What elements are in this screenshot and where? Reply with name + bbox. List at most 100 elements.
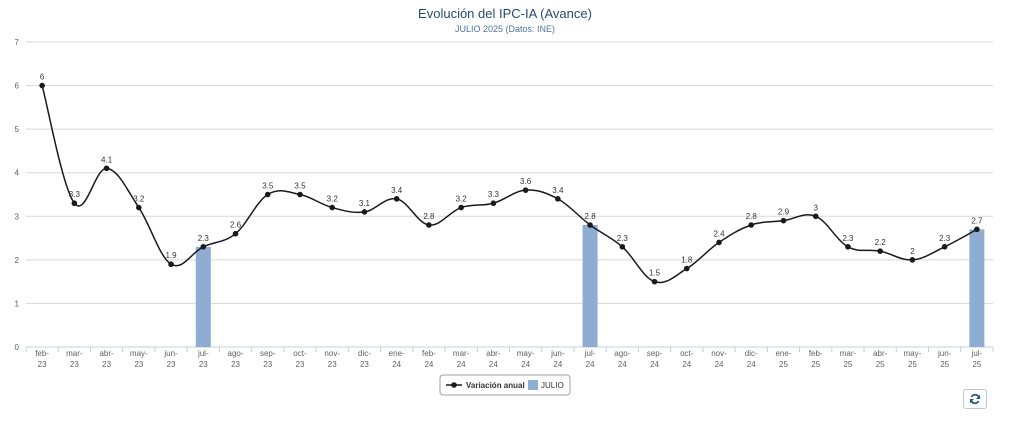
x-tick-label: feb- <box>422 349 436 358</box>
x-tick-label: sep- <box>647 349 663 358</box>
data-point <box>619 243 626 250</box>
data-label: 3.3 <box>69 190 81 199</box>
x-tick-label: 23 <box>231 360 240 369</box>
x-tick-label: 24 <box>715 360 724 369</box>
data-point <box>39 82 45 89</box>
x-tick-label: 24 <box>424 360 433 369</box>
data-point <box>136 204 142 211</box>
data-point <box>490 200 497 207</box>
x-tick-label: jun- <box>937 349 952 358</box>
data-label: 3.4 <box>391 186 403 195</box>
x-tick-label: abr- <box>486 349 501 358</box>
data-point <box>909 257 916 263</box>
data-point <box>458 204 464 211</box>
data-label: 3.6 <box>520 177 532 186</box>
data-point <box>555 196 561 202</box>
data-point <box>651 278 658 285</box>
x-tick-label: jul- <box>197 349 209 358</box>
legend-line-marker <box>451 382 457 388</box>
x-tick-label: nov- <box>324 349 340 358</box>
x-tick-label: mar- <box>66 349 83 358</box>
data-label: 2 <box>910 247 915 256</box>
y-tick-label: 7 <box>15 38 20 47</box>
x-tick-label: may- <box>130 349 148 358</box>
data-label: 2.3 <box>617 234 629 243</box>
x-tick-label: 24 <box>521 360 530 369</box>
data-label: 2.3 <box>842 234 854 243</box>
y-tick-label: 0 <box>15 343 20 352</box>
data-label: 3.1 <box>359 199 371 208</box>
x-tick-label: 24 <box>392 360 401 369</box>
x-tick-label: 23 <box>102 360 111 369</box>
data-point <box>168 261 174 268</box>
x-tick-label: 24 <box>747 360 756 369</box>
x-tick-label: 24 <box>489 360 498 369</box>
data-point <box>780 217 787 224</box>
data-label: 1.5 <box>649 269 661 278</box>
data-point <box>716 239 722 246</box>
x-tick-label: 23 <box>328 360 337 369</box>
chart-title: Evolución del IPC-IA (Avance) <box>418 6 592 21</box>
data-point <box>264 191 271 198</box>
x-tick-label: ago- <box>228 349 244 358</box>
x-tick-label: 25 <box>876 360 885 369</box>
legend-bar-symbol <box>528 380 538 390</box>
x-tick-label: 25 <box>779 360 788 369</box>
x-tick-label: 23 <box>70 360 79 369</box>
data-label: 3.5 <box>262 182 274 191</box>
data-point <box>683 265 690 272</box>
data-point <box>522 187 529 193</box>
data-point <box>426 222 432 228</box>
data-point <box>103 165 110 172</box>
y-tick-label: 3 <box>15 212 20 221</box>
data-label: 3.4 <box>552 186 564 195</box>
data-point <box>393 196 400 202</box>
x-tick-label: 24 <box>457 360 466 369</box>
chart-subtitle: JULIO 2025 (Datos: INE) <box>454 24 556 34</box>
x-tick-label: jun- <box>550 349 565 358</box>
data-label: 1.8 <box>681 256 693 265</box>
bar <box>195 246 211 347</box>
x-tick-label: mar- <box>453 349 470 358</box>
x-tick-label: ago- <box>614 349 630 358</box>
bar <box>969 229 985 347</box>
data-point <box>200 243 207 250</box>
data-label: 2.8 <box>746 212 758 221</box>
x-tick-label: jun- <box>163 349 178 358</box>
refresh-icon <box>969 393 981 405</box>
x-tick-label: 23 <box>167 360 176 369</box>
data-label: 2.7 <box>971 216 983 225</box>
data-point <box>297 191 303 198</box>
x-tick-label: 23 <box>360 360 369 369</box>
x-tick-label: ene- <box>389 349 405 358</box>
bar <box>582 225 598 347</box>
x-tick-label: dic- <box>358 349 371 358</box>
legend-label: Variación anual <box>466 381 525 390</box>
x-tick-label: 23 <box>134 360 143 369</box>
x-tick-label: abr- <box>99 349 114 358</box>
data-label: 3 <box>813 203 818 212</box>
data-label: 2.8 <box>423 212 435 221</box>
x-tick-label: 24 <box>586 360 595 369</box>
data-label: 3.3 <box>488 190 500 199</box>
x-tick-label: 23 <box>199 360 208 369</box>
data-point <box>71 200 78 207</box>
y-tick-label: 5 <box>15 125 20 134</box>
y-tick-label: 6 <box>15 82 20 91</box>
data-label: 2.9 <box>778 208 790 217</box>
data-label: 3.2 <box>456 195 468 204</box>
x-tick-label: jul- <box>584 349 596 358</box>
data-point <box>845 243 851 250</box>
data-label: 3.2 <box>133 195 145 204</box>
x-tick-label: 23 <box>38 360 47 369</box>
x-tick-label: 25 <box>908 360 917 369</box>
x-tick-label: feb- <box>35 349 49 358</box>
x-tick-label: 24 <box>553 360 562 369</box>
x-tick-label: 25 <box>940 360 949 369</box>
data-label: 3.5 <box>294 182 306 191</box>
x-tick-label: feb- <box>809 349 823 358</box>
x-tick-label: 25 <box>811 360 820 369</box>
data-label: 2.6 <box>230 221 242 230</box>
x-tick-label: may- <box>904 349 922 358</box>
refresh-button[interactable] <box>963 389 987 409</box>
